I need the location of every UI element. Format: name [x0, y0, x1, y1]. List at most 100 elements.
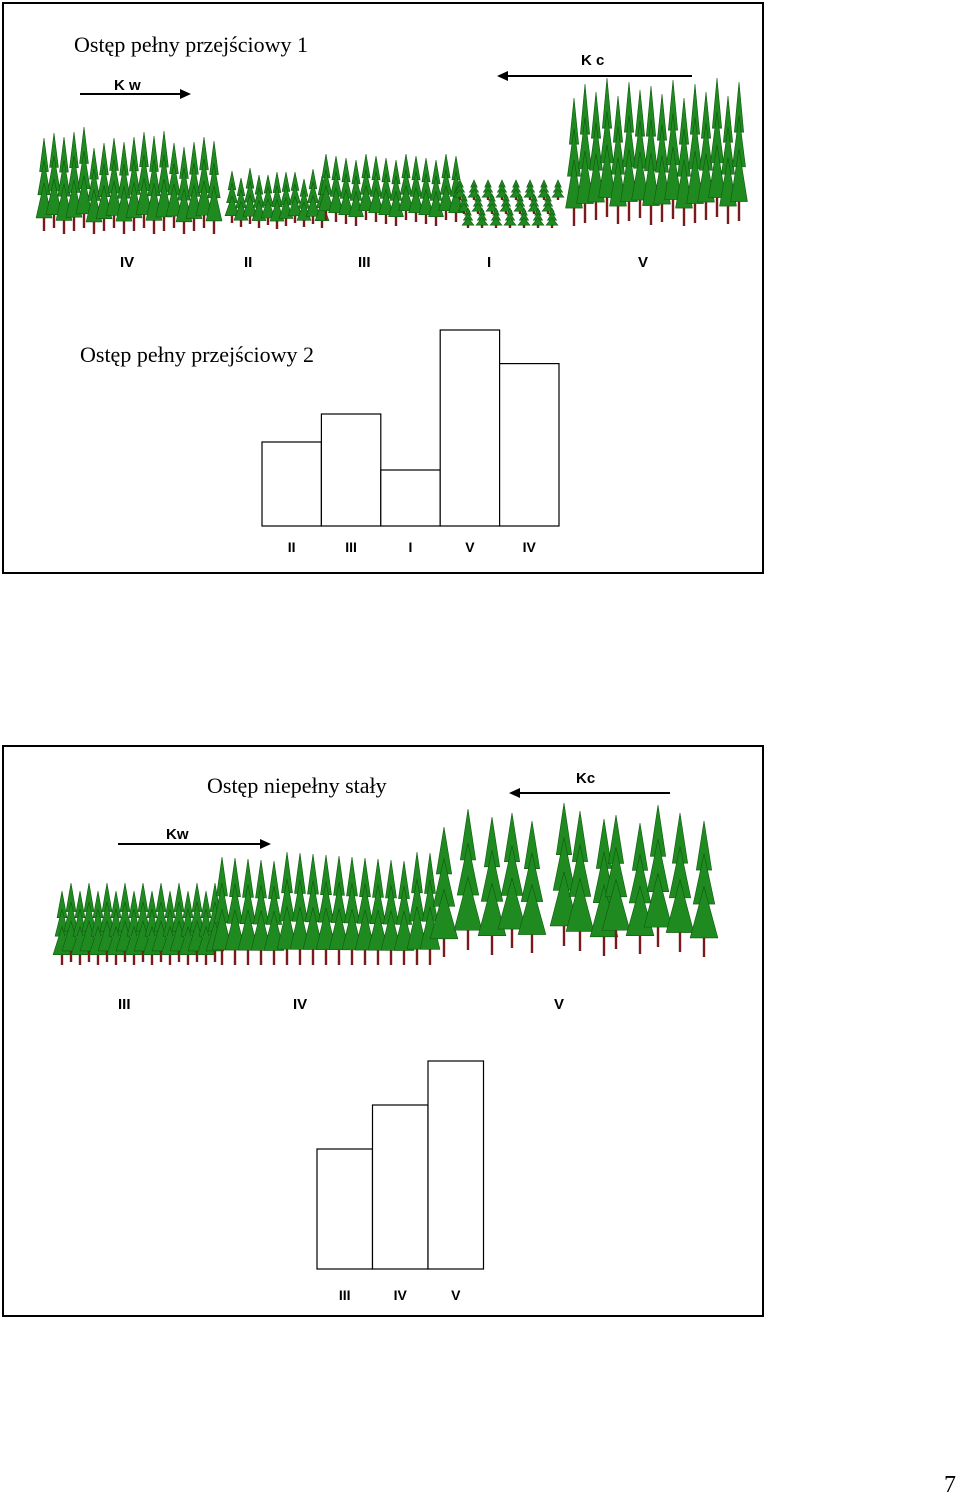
- tree-icon: [686, 83, 704, 223]
- bar: [261, 441, 323, 527]
- tree-icon: [289, 852, 311, 965]
- bar-label: I: [409, 539, 413, 555]
- tree-icon: [642, 85, 660, 225]
- tree-icon: [165, 142, 183, 228]
- tree-icon: [97, 882, 117, 962]
- tree-icon: [328, 155, 344, 222]
- tree-icon: [135, 131, 153, 228]
- kw-label: K w: [114, 77, 141, 94]
- page-number: 7: [944, 1472, 956, 1498]
- tree-icon: [358, 153, 374, 220]
- tree-icon: [318, 153, 334, 220]
- bar-label: III: [339, 1287, 351, 1303]
- tree-icon: [541, 193, 555, 214]
- forest2-label-3: V: [554, 996, 564, 1013]
- kc-label: K c: [581, 52, 604, 69]
- bar-chart-1-labels: II III I V IV: [288, 539, 537, 555]
- tree-icon: [211, 856, 233, 965]
- tree-icon: [338, 157, 354, 224]
- bar: [371, 1104, 429, 1270]
- tree-icon: [620, 81, 638, 221]
- forest-permanent: [52, 802, 719, 965]
- tree-icon: [665, 812, 695, 952]
- tree-icon: [527, 193, 541, 214]
- tree-icon: [35, 137, 53, 231]
- tree-icon: [368, 155, 384, 222]
- tree-icon: [537, 179, 551, 200]
- tree-icon: [497, 812, 527, 948]
- kw2-arrow-head-icon: [260, 839, 271, 849]
- tree-icon: [378, 157, 394, 224]
- tree-icon: [601, 814, 631, 949]
- tree-icon: [495, 179, 509, 200]
- tree-icon: [341, 856, 363, 965]
- bar: [439, 329, 501, 527]
- tree-icon: [531, 207, 545, 228]
- tree-icon: [664, 79, 682, 219]
- tree-icon: [576, 83, 594, 223]
- bar-label: V: [451, 1287, 461, 1303]
- tree-icon: [438, 153, 454, 220]
- tree-icon: [429, 826, 459, 957]
- panel1-drawing: Ostęp pełny przejściowy 1 K w K c IV II …: [35, 32, 748, 555]
- panel2-title: Ostęp niepełny stały: [207, 773, 387, 798]
- forest2-label-2: IV: [293, 996, 307, 1013]
- bar: [499, 363, 560, 527]
- panel1-title: Ostęp pełny przejściowy 1: [74, 32, 308, 57]
- tree-icon: [398, 153, 414, 220]
- tree-icon: [475, 207, 489, 228]
- tree-icon: [276, 851, 298, 965]
- panel-ostep-niepelny: Ostęp niepełny stały Kc Kw III IV V III I…: [2, 745, 764, 1317]
- tree-icon: [315, 854, 337, 965]
- bar: [320, 413, 382, 527]
- tree-icon: [471, 193, 485, 214]
- forest1-label-3: III: [358, 254, 371, 271]
- tree-icon: [305, 168, 321, 224]
- tree-icon: [302, 853, 324, 965]
- tree-icon: [499, 193, 513, 214]
- tree-icon: [260, 174, 276, 225]
- forest-transitional-1: [35, 77, 748, 234]
- tree-icon: [551, 179, 565, 200]
- tree-icon: [250, 859, 272, 965]
- tree-icon: [328, 855, 350, 965]
- tree-icon: [523, 179, 537, 200]
- bar-label: II: [288, 539, 296, 555]
- tree-icon: [406, 851, 428, 965]
- tree-icon: [380, 859, 402, 965]
- tree-icon: [237, 858, 259, 965]
- bar-label: V: [465, 539, 475, 555]
- tree-icon: [477, 816, 507, 955]
- bar: [427, 1060, 485, 1270]
- tree-icon: [517, 207, 531, 228]
- bar-chart-2-labels: III IV V: [339, 1287, 461, 1303]
- bar-label: IV: [394, 1287, 408, 1303]
- tree-icon: [485, 193, 499, 214]
- tree-icon: [75, 126, 93, 228]
- kw-arrow-head-icon: [180, 89, 191, 99]
- bar-chart-2: [316, 1060, 485, 1270]
- bar: [380, 469, 441, 527]
- tree-icon: [461, 207, 475, 228]
- tree-icon: [708, 77, 726, 217]
- tree-icon: [242, 167, 258, 224]
- tree-icon: [45, 132, 63, 228]
- tree-icon: [224, 170, 240, 223]
- tree-icon: [631, 89, 649, 218]
- kw2-label: Kw: [166, 826, 189, 843]
- bar-chart-1: [261, 329, 560, 527]
- panel-ostep-pelny: Ostęp pełny przejściowy 1 K w K c IV II …: [2, 2, 764, 574]
- tree-icon: [545, 207, 559, 228]
- tree-icon: [287, 171, 303, 223]
- kc2-label: Kc: [576, 770, 595, 787]
- tree-icon: [565, 810, 595, 951]
- tree-icon: [598, 77, 616, 217]
- kc-arrow-head-icon: [497, 71, 508, 81]
- tree-icon: [205, 140, 223, 234]
- tree-icon: [224, 857, 246, 965]
- forest1-label-4: I: [487, 254, 491, 271]
- panel2-drawing: Ostęp niepełny stały Kc Kw III IV V III I…: [52, 770, 719, 1303]
- tree-icon: [643, 804, 673, 947]
- bar-label: III: [345, 539, 357, 555]
- tree-icon: [105, 137, 123, 228]
